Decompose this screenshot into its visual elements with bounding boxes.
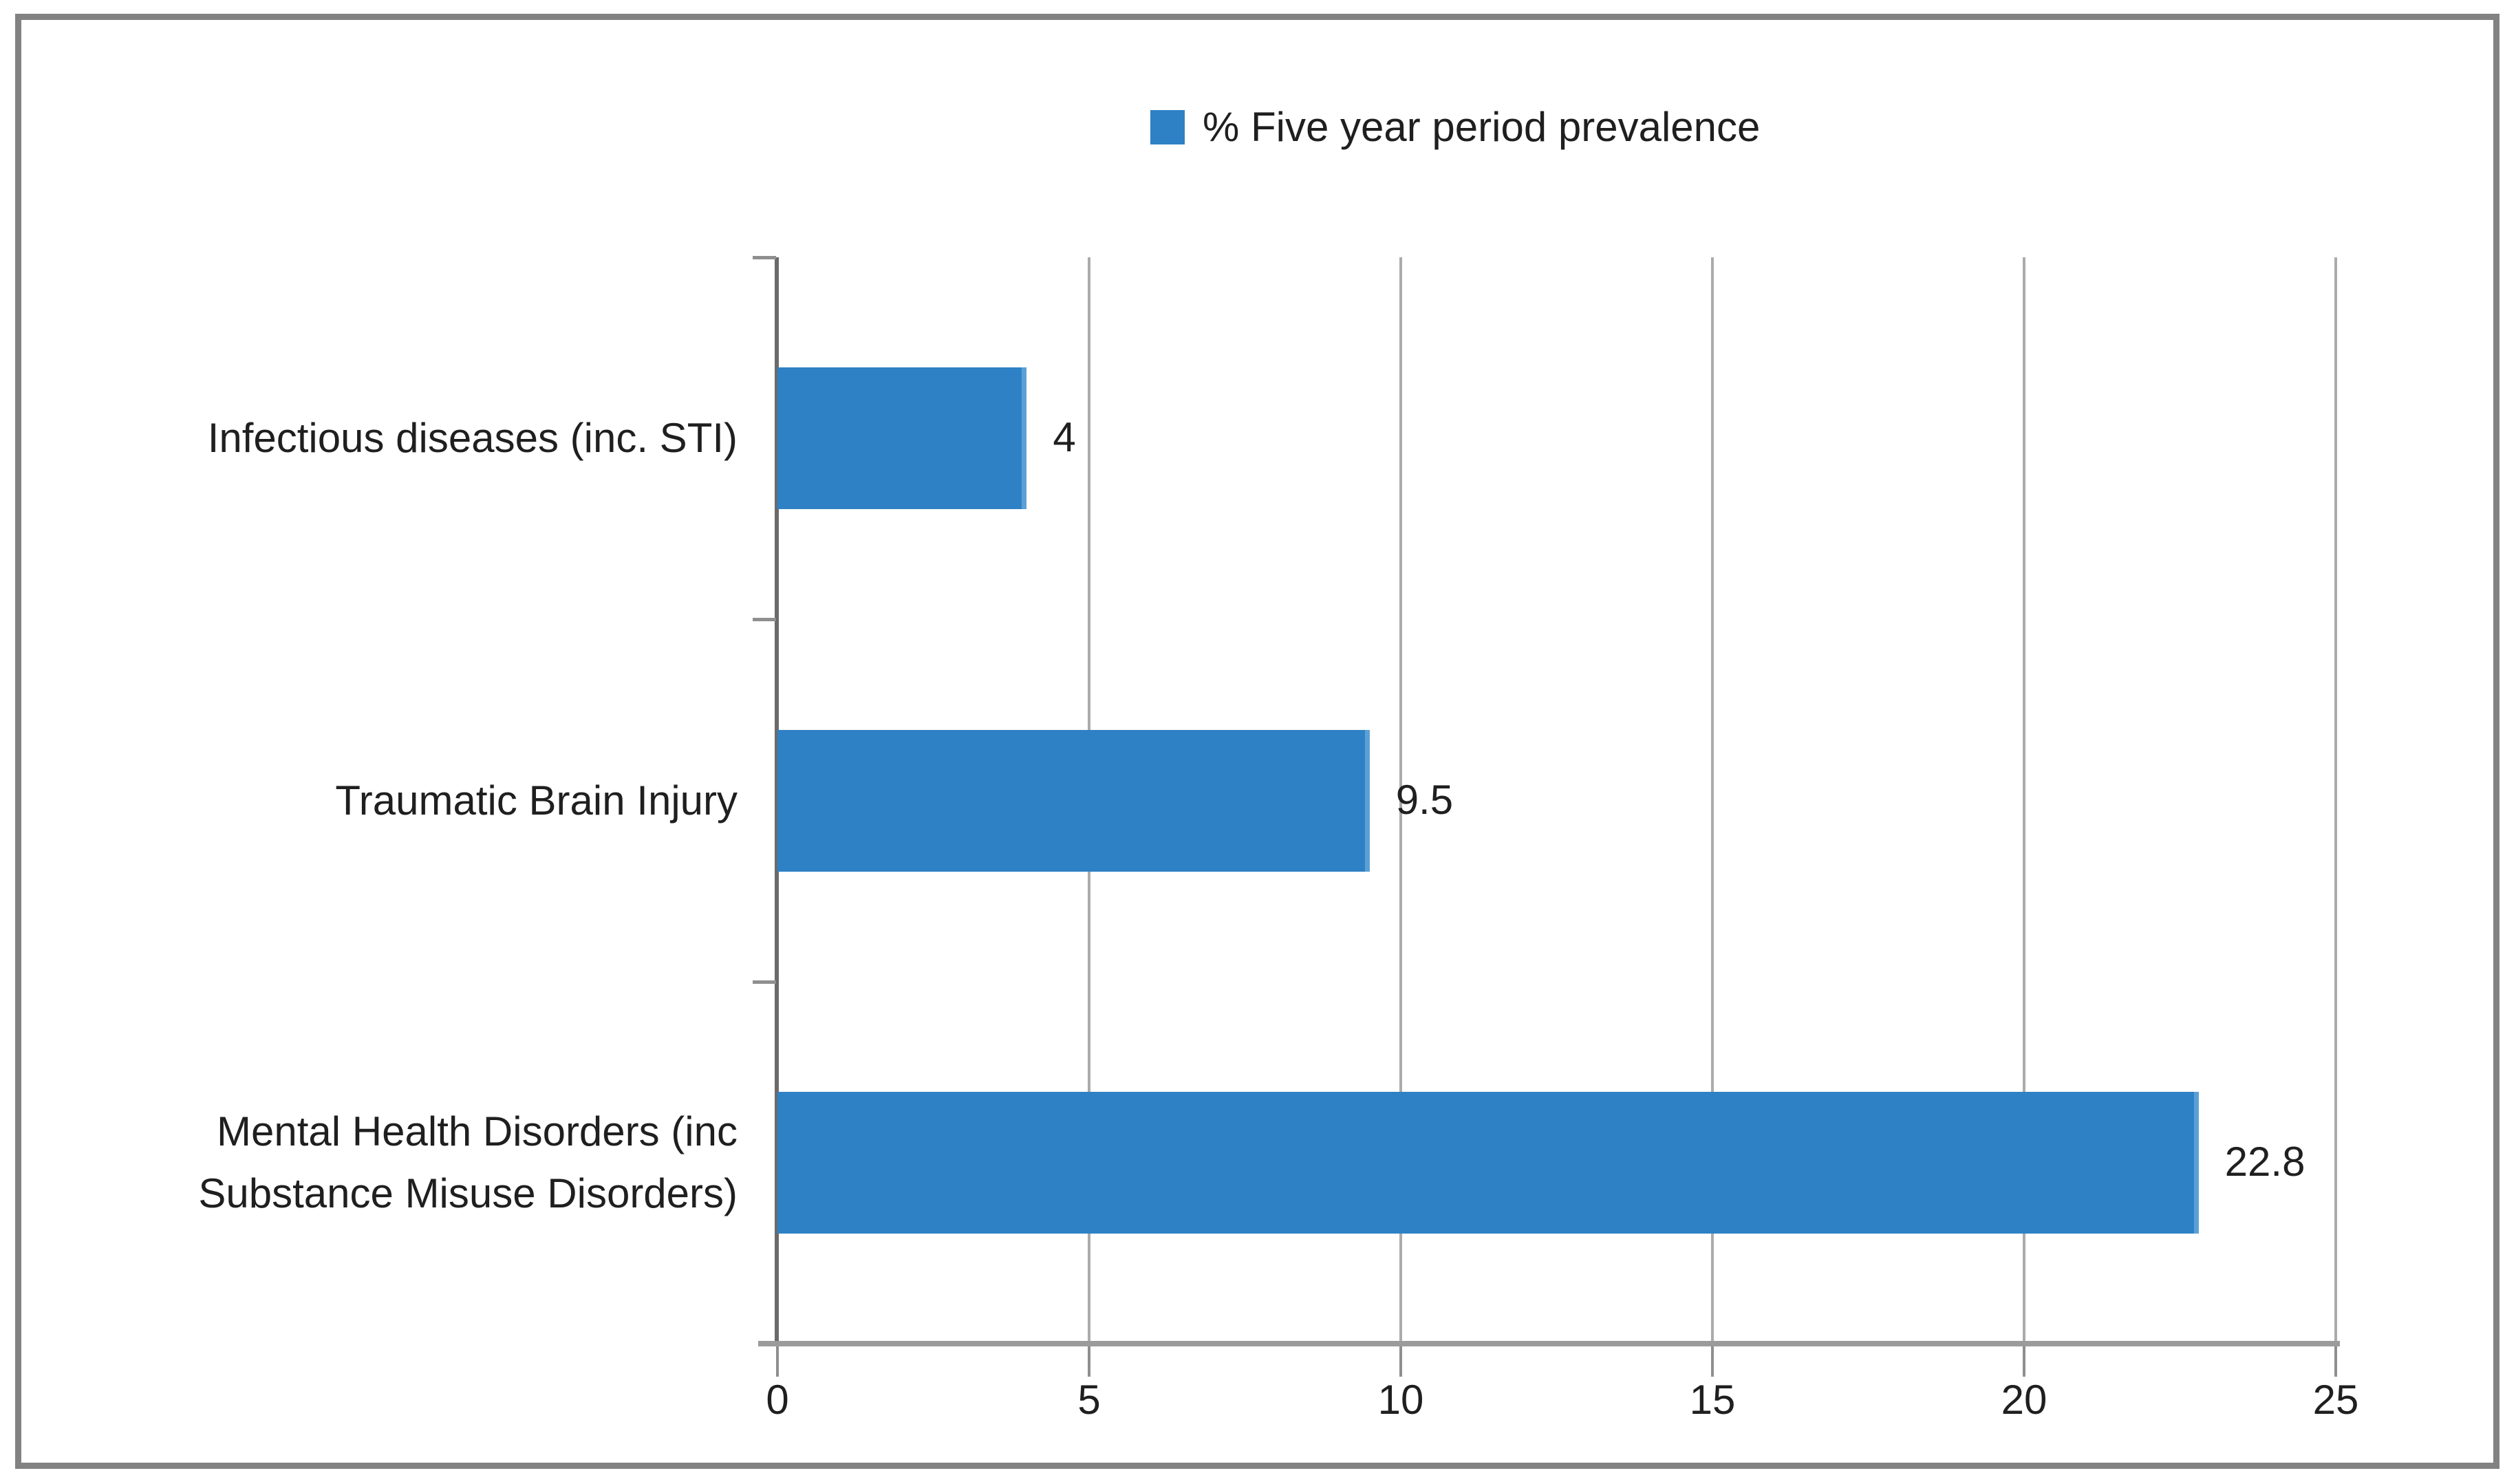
axis-tick	[2334, 1344, 2337, 1377]
x-tick-label: 20	[2001, 1377, 2047, 1423]
category-label: Traumatic Brain Injury	[335, 777, 738, 824]
bar	[777, 729, 1370, 872]
bar-value-label: 22.8	[2224, 1138, 2305, 1185]
gridline	[2023, 257, 2025, 1344]
axis-tick	[1088, 1344, 1090, 1377]
x-axis-line	[758, 1341, 2340, 1346]
axis-tick	[1711, 1344, 1714, 1377]
bar-value-label: 4	[1053, 414, 1076, 461]
chart-border	[15, 14, 2499, 1469]
category-label: Mental Health Disorders (inc Substance Mi…	[198, 1108, 738, 1216]
legend: % Five year period prevalence	[1150, 103, 1760, 151]
x-tick-label: 25	[2312, 1377, 2359, 1423]
x-tick-label: 15	[1689, 1377, 1736, 1423]
bar-value-label: 9.5	[1395, 776, 1454, 823]
category-axis-line	[775, 257, 779, 1344]
axis-tick	[776, 1344, 779, 1377]
axis-tick	[2023, 1344, 2025, 1377]
bar	[777, 1091, 2199, 1234]
gridline	[1711, 257, 1714, 1344]
x-tick-label: 5	[1077, 1377, 1101, 1423]
legend-label: % Five year period prevalence	[1203, 104, 1761, 150]
axis-tick	[1399, 1344, 1402, 1377]
legend-swatch-icon	[1150, 109, 1185, 144]
category-tick	[753, 980, 776, 984]
category-tick	[753, 256, 776, 259]
category-tick	[753, 618, 776, 622]
category-label: Infectious diseases (inc. STI)	[207, 415, 738, 462]
x-tick-label: 10	[1377, 1377, 1424, 1423]
gridline	[2334, 257, 2337, 1344]
bar	[777, 367, 1027, 510]
gridline	[1399, 257, 1402, 1344]
x-tick-label: 0	[766, 1377, 789, 1423]
